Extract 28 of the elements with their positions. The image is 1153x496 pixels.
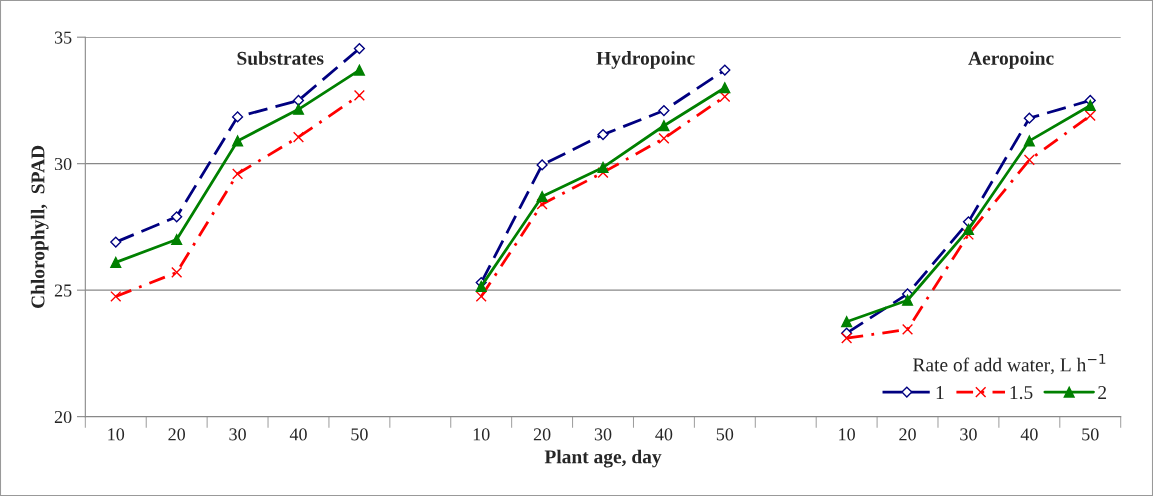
annotation: Aeropoinc xyxy=(968,51,1054,69)
x-tick-label: 20 xyxy=(899,428,916,441)
x-tick-label: 40 xyxy=(289,428,307,441)
x-tick-label: 50 xyxy=(1082,428,1099,441)
x-tick-label: 30 xyxy=(960,428,977,441)
legend-label: 1 xyxy=(936,386,944,399)
x-tick-label: 10 xyxy=(108,428,125,441)
x-tick-label: 30 xyxy=(229,428,246,441)
y-tick-label: 35 xyxy=(54,31,72,44)
legend-label: 1.5 xyxy=(1010,386,1033,400)
annotation: Hydropoinc xyxy=(596,51,695,69)
annotation: Substrates xyxy=(237,51,324,65)
x-tick-label: 10 xyxy=(839,428,855,441)
y-axis-title: Chlorophyll, SPAD xyxy=(30,145,49,308)
x-tick-label: 10 xyxy=(473,428,490,441)
x-tick-label: 50 xyxy=(351,428,368,441)
x-axis-title: Plant age, day xyxy=(544,449,662,468)
legend-label: 2 xyxy=(1098,386,1107,399)
y-tick-label: 20 xyxy=(54,410,72,424)
x-tick-label: 40 xyxy=(655,428,673,441)
y-tick-label: 30 xyxy=(54,157,72,171)
x-tick-label: 40 xyxy=(1020,428,1038,441)
x-tick-label: 30 xyxy=(594,428,612,441)
legend-title: Rate of add water, L h$^{−1}$ xyxy=(913,353,1106,375)
x-tick-label: 20 xyxy=(533,428,551,441)
x-tick-label: 20 xyxy=(168,428,186,441)
y-tick-label: 25 xyxy=(54,284,72,297)
x-tick-label: 50 xyxy=(716,428,734,441)
